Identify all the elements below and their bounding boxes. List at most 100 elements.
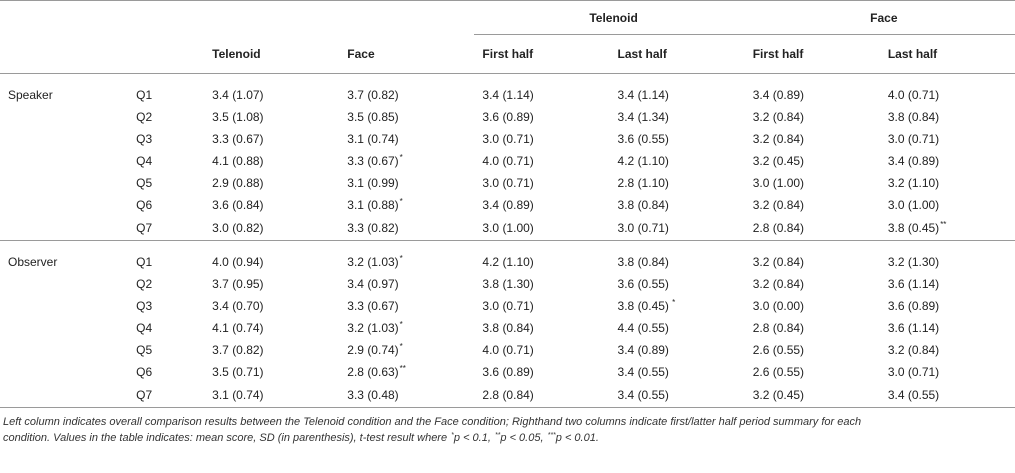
table-row: Q3 3.3 (0.67) 3.1 (0.74) 3.0 (0.71) 3.6 (0.5…: [0, 128, 1015, 150]
cell-value: 3.4 (0.89): [752, 88, 805, 102]
table-cell: 4.1 (0.74): [204, 317, 339, 339]
table-cell: 3.6 (1.14): [880, 273, 1015, 295]
header-group-face: Face: [744, 0, 1015, 35]
table-cell: 3.8 (0.84): [474, 317, 609, 339]
table-cell: 3.7 (0.95): [204, 273, 339, 295]
table-cell: 3.2 (0.45): [745, 150, 880, 172]
cell-value: 4.2 (1.10): [482, 255, 534, 269]
cell-value: 3.2 (1.03): [347, 321, 399, 335]
cell-value: 2.8 (1.10): [617, 176, 669, 190]
table-cell: 3.3 (0.67)*: [339, 150, 474, 172]
table-row: Q2 3.5 (1.08) 3.5 (0.85) 3.6 (0.89) 3.4 (1.3…: [0, 106, 1015, 128]
table-cell: 3.4 (0.89): [745, 84, 880, 106]
table-cell: 3.4 (1.07): [204, 84, 339, 106]
cell-value: 3.2 (0.84): [752, 277, 805, 291]
table-cell: 3.0 (0.71): [880, 128, 1015, 150]
question-label: Q6: [136, 198, 153, 212]
cell-value: 3.0 (0.00): [752, 299, 805, 313]
cell-value: 3.0 (0.82): [212, 221, 264, 235]
significance-marker: *: [399, 342, 403, 351]
column-header: Face: [339, 34, 475, 74]
cell-value: 3.2 (0.84): [752, 198, 805, 212]
question-label: Q4: [136, 321, 153, 335]
table-row: Q5 3.7 (0.82) 2.9 (0.74)* 4.0 (0.71) 3.4 (0.…: [0, 339, 1015, 361]
table-cell: 3.2 (0.84): [745, 273, 880, 295]
cell-value: 3.6 (0.55): [617, 277, 669, 291]
table-cell: 3.5 (1.08): [204, 106, 339, 128]
section-label: [0, 128, 128, 150]
cell-value: 3.0 (0.71): [887, 365, 940, 379]
cell-value: 3.6 (1.14): [887, 277, 940, 291]
spacer-cell: [0, 74, 1015, 85]
significance-marker: *: [399, 320, 403, 329]
header-group-row: Telenoid Face: [0, 0, 1015, 35]
question-label: Q5: [136, 176, 153, 190]
cell-value: 3.4 (1.07): [212, 88, 264, 102]
cell-value: 2.9 (0.74): [347, 343, 399, 357]
cell-value: 2.8 (0.84): [752, 221, 805, 235]
cell-value: 3.7 (0.82): [212, 343, 264, 357]
cell-value: 3.2 (0.84): [752, 255, 805, 269]
table-cell: 3.8 (0.45) *: [610, 295, 745, 317]
cell-value: 3.6 (1.14): [887, 321, 940, 335]
table-row: Q7 3.1 (0.74) 3.3 (0.48) 2.8 (0.84) 3.4 (0.5…: [0, 383, 1015, 408]
table-cell: 3.4 (0.89): [610, 339, 745, 361]
table-cell: 3.4 (0.89): [474, 194, 609, 216]
section-label: [0, 106, 128, 128]
table-cell: 2.8 (1.10): [610, 172, 745, 194]
cell-value: 3.1 (0.88): [347, 198, 399, 212]
cell-value: 3.2 (1.30): [887, 255, 940, 269]
cell-value: 3.6 (0.89): [887, 299, 940, 313]
table-cell: 3.6 (0.55): [610, 128, 745, 150]
column-header: Last half: [879, 34, 1015, 74]
table-cell: 3.4 (1.14): [474, 84, 609, 106]
cell-value: 3.4 (0.89): [887, 154, 940, 168]
cell-value: 4.1 (0.88): [212, 154, 264, 168]
footnote-marker: ***: [547, 432, 556, 439]
table-cell: 3.1 (0.74): [204, 383, 340, 408]
table-cell: 3.0 (1.00): [880, 194, 1015, 216]
table-cell: 3.6 (0.55): [610, 273, 745, 295]
table-cell: 3.0 (1.00): [474, 216, 610, 241]
table-cell: 3.2 (0.84): [880, 339, 1015, 361]
cell-value: 3.0 (0.71): [482, 176, 534, 190]
table-cell: 3.7 (0.82): [339, 84, 474, 106]
table-cell: 3.0 (0.82): [204, 216, 340, 241]
table-cell: 2.6 (0.55): [745, 361, 880, 383]
column-header: First half: [474, 34, 610, 74]
cell-value: 3.4 (0.97): [347, 277, 399, 291]
cell-value: 3.2 (1.03): [347, 255, 399, 269]
table-row: Q7 3.0 (0.82) 3.3 (0.82) 3.0 (1.00) 3.0 (0.7…: [0, 216, 1015, 241]
significance-marker: *: [399, 197, 403, 206]
table-cell: 2.8 (0.84): [745, 317, 880, 339]
cell-value: 4.2 (1.10): [617, 154, 669, 168]
table-cell: 3.7 (0.82): [204, 339, 339, 361]
table-cell: 3.4 (0.97): [339, 273, 474, 295]
cell-value: 3.0 (0.71): [482, 132, 534, 146]
table-cell: 3.2 (0.84): [745, 194, 880, 216]
question-label: Q3: [136, 299, 153, 313]
cell-value: 4.1 (0.74): [212, 321, 264, 335]
table-cell: 2.8 (0.84): [744, 216, 880, 241]
section-label: Observer: [8, 255, 58, 269]
spacer-cell: [0, 241, 1015, 252]
cell-value: 3.4 (1.14): [617, 88, 669, 102]
question-label: Q1: [136, 88, 153, 102]
section-label: [0, 172, 128, 194]
table-cell: 3.2 (1.30): [880, 251, 1015, 273]
table-cell: 3.4 (0.70): [204, 295, 339, 317]
table-cell: 3.0 (1.00): [745, 172, 880, 194]
table-cell: 3.3 (0.48): [339, 383, 475, 408]
table-cell: 3.3 (0.67): [204, 128, 339, 150]
section-spacer: [0, 74, 1015, 85]
significance-marker: *: [399, 254, 403, 263]
table-cell: 3.4 (0.55): [879, 383, 1015, 408]
table-cell: 4.0 (0.71): [474, 339, 609, 361]
cell-value: 3.4 (1.34): [617, 110, 669, 124]
table-cell: 3.2 (0.84): [745, 251, 880, 273]
table-row: Q6 3.5 (0.71) 2.8 (0.63)** 3.6 (0.89) 3.4 (0…: [0, 361, 1015, 383]
cell-value: 3.3 (0.82): [347, 221, 399, 235]
table-row: Q2 3.7 (0.95) 3.4 (0.97) 3.8 (1.30) 3.6 (0.5…: [0, 273, 1015, 295]
section-label: [0, 150, 128, 172]
table-cell: 4.0 (0.71): [880, 84, 1015, 106]
